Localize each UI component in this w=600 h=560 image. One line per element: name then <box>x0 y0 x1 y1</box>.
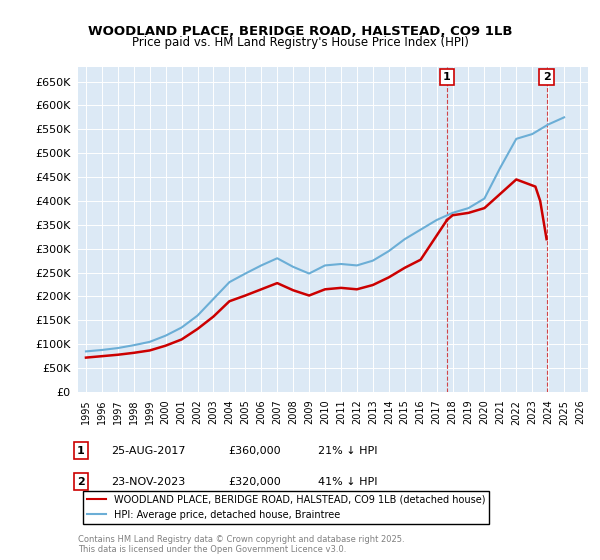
Text: WOODLAND PLACE, BERIDGE ROAD, HALSTEAD, CO9 1LB: WOODLAND PLACE, BERIDGE ROAD, HALSTEAD, … <box>88 25 512 38</box>
Text: Contains HM Land Registry data © Crown copyright and database right 2025.
This d: Contains HM Land Registry data © Crown c… <box>78 535 404 554</box>
Legend: WOODLAND PLACE, BERIDGE ROAD, HALSTEAD, CO9 1LB (detached house), HPI: Average p: WOODLAND PLACE, BERIDGE ROAD, HALSTEAD, … <box>83 491 490 524</box>
Text: 41% ↓ HPI: 41% ↓ HPI <box>318 477 377 487</box>
Text: Price paid vs. HM Land Registry's House Price Index (HPI): Price paid vs. HM Land Registry's House … <box>131 36 469 49</box>
Text: 21% ↓ HPI: 21% ↓ HPI <box>318 446 377 456</box>
Text: £360,000: £360,000 <box>228 446 281 456</box>
Text: 25-AUG-2017: 25-AUG-2017 <box>111 446 185 456</box>
Text: £320,000: £320,000 <box>228 477 281 487</box>
Text: 1: 1 <box>77 446 85 456</box>
Text: 2: 2 <box>77 477 85 487</box>
Text: 1: 1 <box>443 72 451 82</box>
Text: 23-NOV-2023: 23-NOV-2023 <box>111 477 185 487</box>
Text: 2: 2 <box>542 72 550 82</box>
